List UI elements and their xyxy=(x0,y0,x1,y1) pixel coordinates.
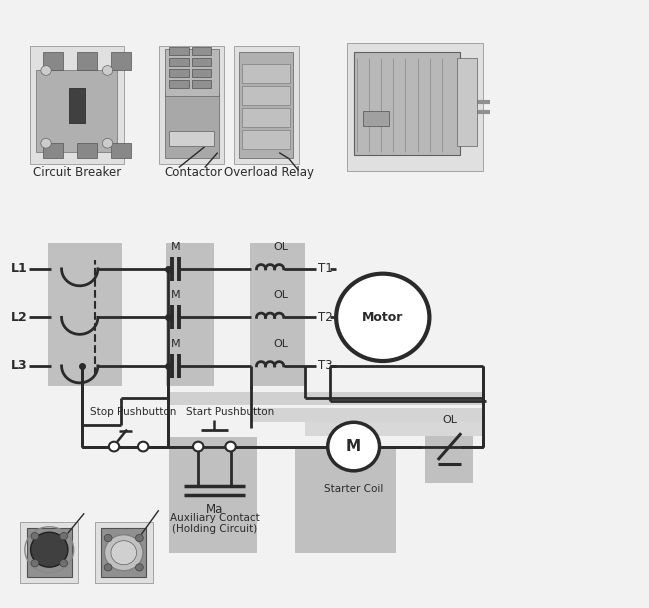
Text: Start Pushbutton: Start Pushbutton xyxy=(186,407,275,418)
Bar xyxy=(242,86,290,105)
Bar xyxy=(191,80,211,88)
Text: L1: L1 xyxy=(11,262,28,275)
Bar xyxy=(458,58,476,147)
Text: L2: L2 xyxy=(11,311,28,324)
Bar xyxy=(20,522,79,583)
Bar xyxy=(77,52,97,71)
Bar xyxy=(425,413,474,483)
Text: T3: T3 xyxy=(318,359,333,372)
Bar xyxy=(169,437,256,553)
Bar xyxy=(95,522,153,583)
Text: Stop Pushbutton: Stop Pushbutton xyxy=(90,407,177,418)
Bar xyxy=(43,52,63,71)
Text: M: M xyxy=(346,439,361,454)
Circle shape xyxy=(104,534,112,542)
Bar xyxy=(191,47,211,55)
Bar xyxy=(101,528,147,577)
Bar xyxy=(48,243,123,386)
Bar xyxy=(354,52,461,156)
Bar xyxy=(36,71,117,153)
Circle shape xyxy=(109,441,119,451)
Bar xyxy=(69,88,84,123)
Bar xyxy=(43,143,63,159)
Text: Contactor: Contactor xyxy=(165,166,223,179)
Bar xyxy=(169,80,188,88)
Text: L3: L3 xyxy=(11,359,28,372)
Circle shape xyxy=(111,541,136,565)
Bar xyxy=(242,64,290,83)
Text: M: M xyxy=(171,339,180,349)
Bar xyxy=(165,94,219,159)
Circle shape xyxy=(31,533,39,540)
Bar xyxy=(305,423,483,436)
Bar xyxy=(27,528,72,577)
Circle shape xyxy=(328,423,380,471)
Bar xyxy=(295,446,396,553)
Text: Overload Relay: Overload Relay xyxy=(225,166,315,179)
Text: OL: OL xyxy=(273,339,288,349)
Circle shape xyxy=(336,274,430,361)
Text: M: M xyxy=(171,242,180,252)
Bar xyxy=(191,58,211,66)
Bar xyxy=(166,243,214,386)
Text: Ma: Ma xyxy=(206,503,223,516)
Bar xyxy=(363,111,389,126)
Text: Auxiliary Contact: Auxiliary Contact xyxy=(169,513,260,523)
Bar xyxy=(111,52,131,71)
Text: M: M xyxy=(171,291,180,300)
Circle shape xyxy=(193,441,203,451)
Bar xyxy=(169,47,188,55)
Text: T2: T2 xyxy=(318,311,333,324)
Bar xyxy=(111,143,131,159)
Circle shape xyxy=(31,559,39,567)
Bar xyxy=(242,130,290,150)
Text: OL: OL xyxy=(273,291,288,300)
Circle shape xyxy=(60,533,67,540)
Bar xyxy=(250,243,305,386)
Bar xyxy=(30,46,124,165)
Circle shape xyxy=(103,139,113,148)
Bar xyxy=(191,69,211,77)
Circle shape xyxy=(41,139,51,148)
Text: Starter Coil: Starter Coil xyxy=(324,484,384,494)
Text: Motor: Motor xyxy=(362,311,404,324)
Text: Circuit Breaker: Circuit Breaker xyxy=(33,166,121,179)
Circle shape xyxy=(41,66,51,75)
Bar xyxy=(251,409,483,422)
Circle shape xyxy=(136,534,143,542)
Circle shape xyxy=(31,532,68,567)
Bar xyxy=(160,46,224,165)
Bar xyxy=(347,43,483,171)
Bar xyxy=(165,49,219,96)
Bar xyxy=(234,46,299,165)
Bar xyxy=(242,108,290,127)
Circle shape xyxy=(225,441,236,451)
Text: (Holding Circuit): (Holding Circuit) xyxy=(172,523,257,534)
Bar xyxy=(169,131,214,147)
Bar xyxy=(169,58,188,66)
Circle shape xyxy=(104,534,143,571)
Bar xyxy=(168,392,483,406)
Circle shape xyxy=(104,564,112,571)
Circle shape xyxy=(60,559,67,567)
Circle shape xyxy=(136,564,143,571)
Circle shape xyxy=(103,66,113,75)
Bar xyxy=(169,69,188,77)
Bar xyxy=(239,52,293,159)
Text: OL: OL xyxy=(442,415,457,426)
Circle shape xyxy=(138,441,149,451)
Text: T1: T1 xyxy=(318,262,333,275)
Bar xyxy=(77,143,97,159)
Text: OL: OL xyxy=(273,242,288,252)
